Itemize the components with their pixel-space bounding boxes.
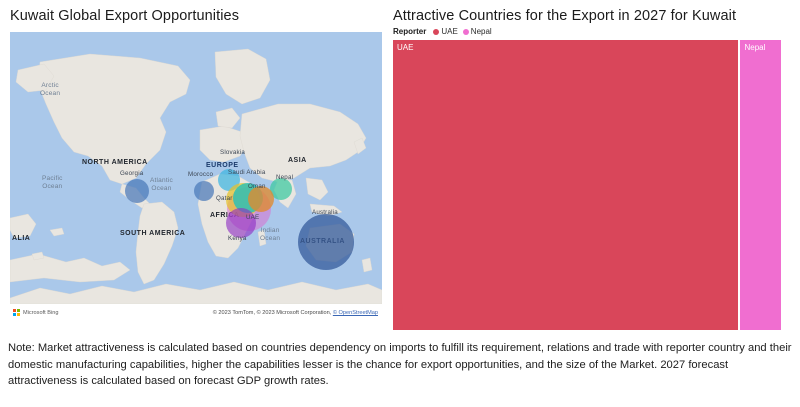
microsoft-bing-logo[interactable]: Microsoft Bing xyxy=(13,309,58,316)
treemap-node-nepal[interactable]: Nepal xyxy=(739,40,781,330)
map-label-africa: AFRICA xyxy=(210,212,240,219)
map-label-indian-ocean: Indian Ocean xyxy=(260,227,281,242)
map-label-north-america: NORTH AMERICA xyxy=(82,159,148,166)
world-map[interactable]: Arctic Ocean Pacific Ocean Atlantic Ocean I… xyxy=(10,32,382,304)
map-label-europe: EUROPE xyxy=(206,162,239,169)
treemap-panel: Attractive Countries for the Export in 2… xyxy=(388,0,800,335)
treemap-node-label-uae: UAE xyxy=(397,43,414,52)
map-label-uae: UAE xyxy=(246,214,260,221)
bubble-georgia[interactable] xyxy=(125,179,149,203)
footnote: Note: Market attractiveness is calculate… xyxy=(8,342,792,387)
map-label-saudi-arabia: Saudi Arabia xyxy=(228,169,266,176)
map-panel-title: Kuwait Global Export Opportunities xyxy=(10,8,240,24)
map-label-slovakia: Slovakia xyxy=(220,149,245,156)
map-label-oman: Oman xyxy=(248,183,266,190)
treemap-node-label-nepal: Nepal xyxy=(744,43,766,52)
legend-dot-nepal xyxy=(462,28,469,35)
treemap-node-uae[interactable]: UAE xyxy=(393,40,740,330)
map-label-morocco: Morocco xyxy=(188,171,214,178)
treemap-chart: UAE Nepal xyxy=(393,40,781,330)
map-label-atlantic-ocean: Atlantic Ocean xyxy=(150,177,173,192)
microsoft-logo-icon xyxy=(13,309,20,316)
legend-label-uae: UAE xyxy=(441,27,458,36)
openstreetmap-link[interactable]: © OpenStreetMap xyxy=(332,310,378,316)
map-label-kenya: Kenya xyxy=(228,235,247,242)
legend-item-uae[interactable]: UAE xyxy=(433,27,458,36)
map-label-arctic-ocean: Arctic Ocean xyxy=(40,82,61,97)
legend-item-nepal[interactable]: Nepal xyxy=(462,27,492,36)
legend-label-nepal: Nepal xyxy=(470,27,492,36)
legend-title: Reporter xyxy=(393,27,427,36)
map-label-pacific-ocean: Pacific Ocean xyxy=(42,175,63,190)
map-attribution: Microsoft Bing © 2023 TomTom, © 2023 Mic… xyxy=(10,307,382,321)
bing-logo-text: Microsoft Bing xyxy=(23,309,59,316)
treemap-panel-title: Attractive Countries for the Export in 2… xyxy=(393,8,737,24)
map-copyright-text: © 2023 TomTom, © 2023 Microsoft Corporat… xyxy=(212,310,332,316)
map-label-georgia: Georgia xyxy=(120,170,144,177)
map-label-asia: ASIA xyxy=(288,157,307,164)
map-label-south-america: SOUTH AMERICA xyxy=(120,230,186,237)
map-copyright: © 2023 TomTom, © 2023 Microsoft Corporat… xyxy=(213,310,378,316)
map-landmass xyxy=(10,32,382,304)
bubble-oman[interactable] xyxy=(248,186,274,212)
treemap-legend: Reporter UAE Nepal xyxy=(393,27,492,36)
map-label-australia-edge: ALIA xyxy=(12,235,31,242)
bubble-nepal[interactable] xyxy=(270,178,292,200)
bubble-kenya[interactable] xyxy=(226,208,256,238)
bubble-morocco[interactable] xyxy=(194,181,214,201)
map-label-nepal: Nepal xyxy=(276,174,294,181)
bubble-australia[interactable] xyxy=(298,214,354,270)
map-label-australia-pt: Australia xyxy=(312,209,338,216)
legend-dot-uae xyxy=(433,28,440,35)
map-label-qatar: Qatar xyxy=(216,195,233,202)
map-panel: Kuwait Global Export Opportunities xyxy=(0,0,385,335)
